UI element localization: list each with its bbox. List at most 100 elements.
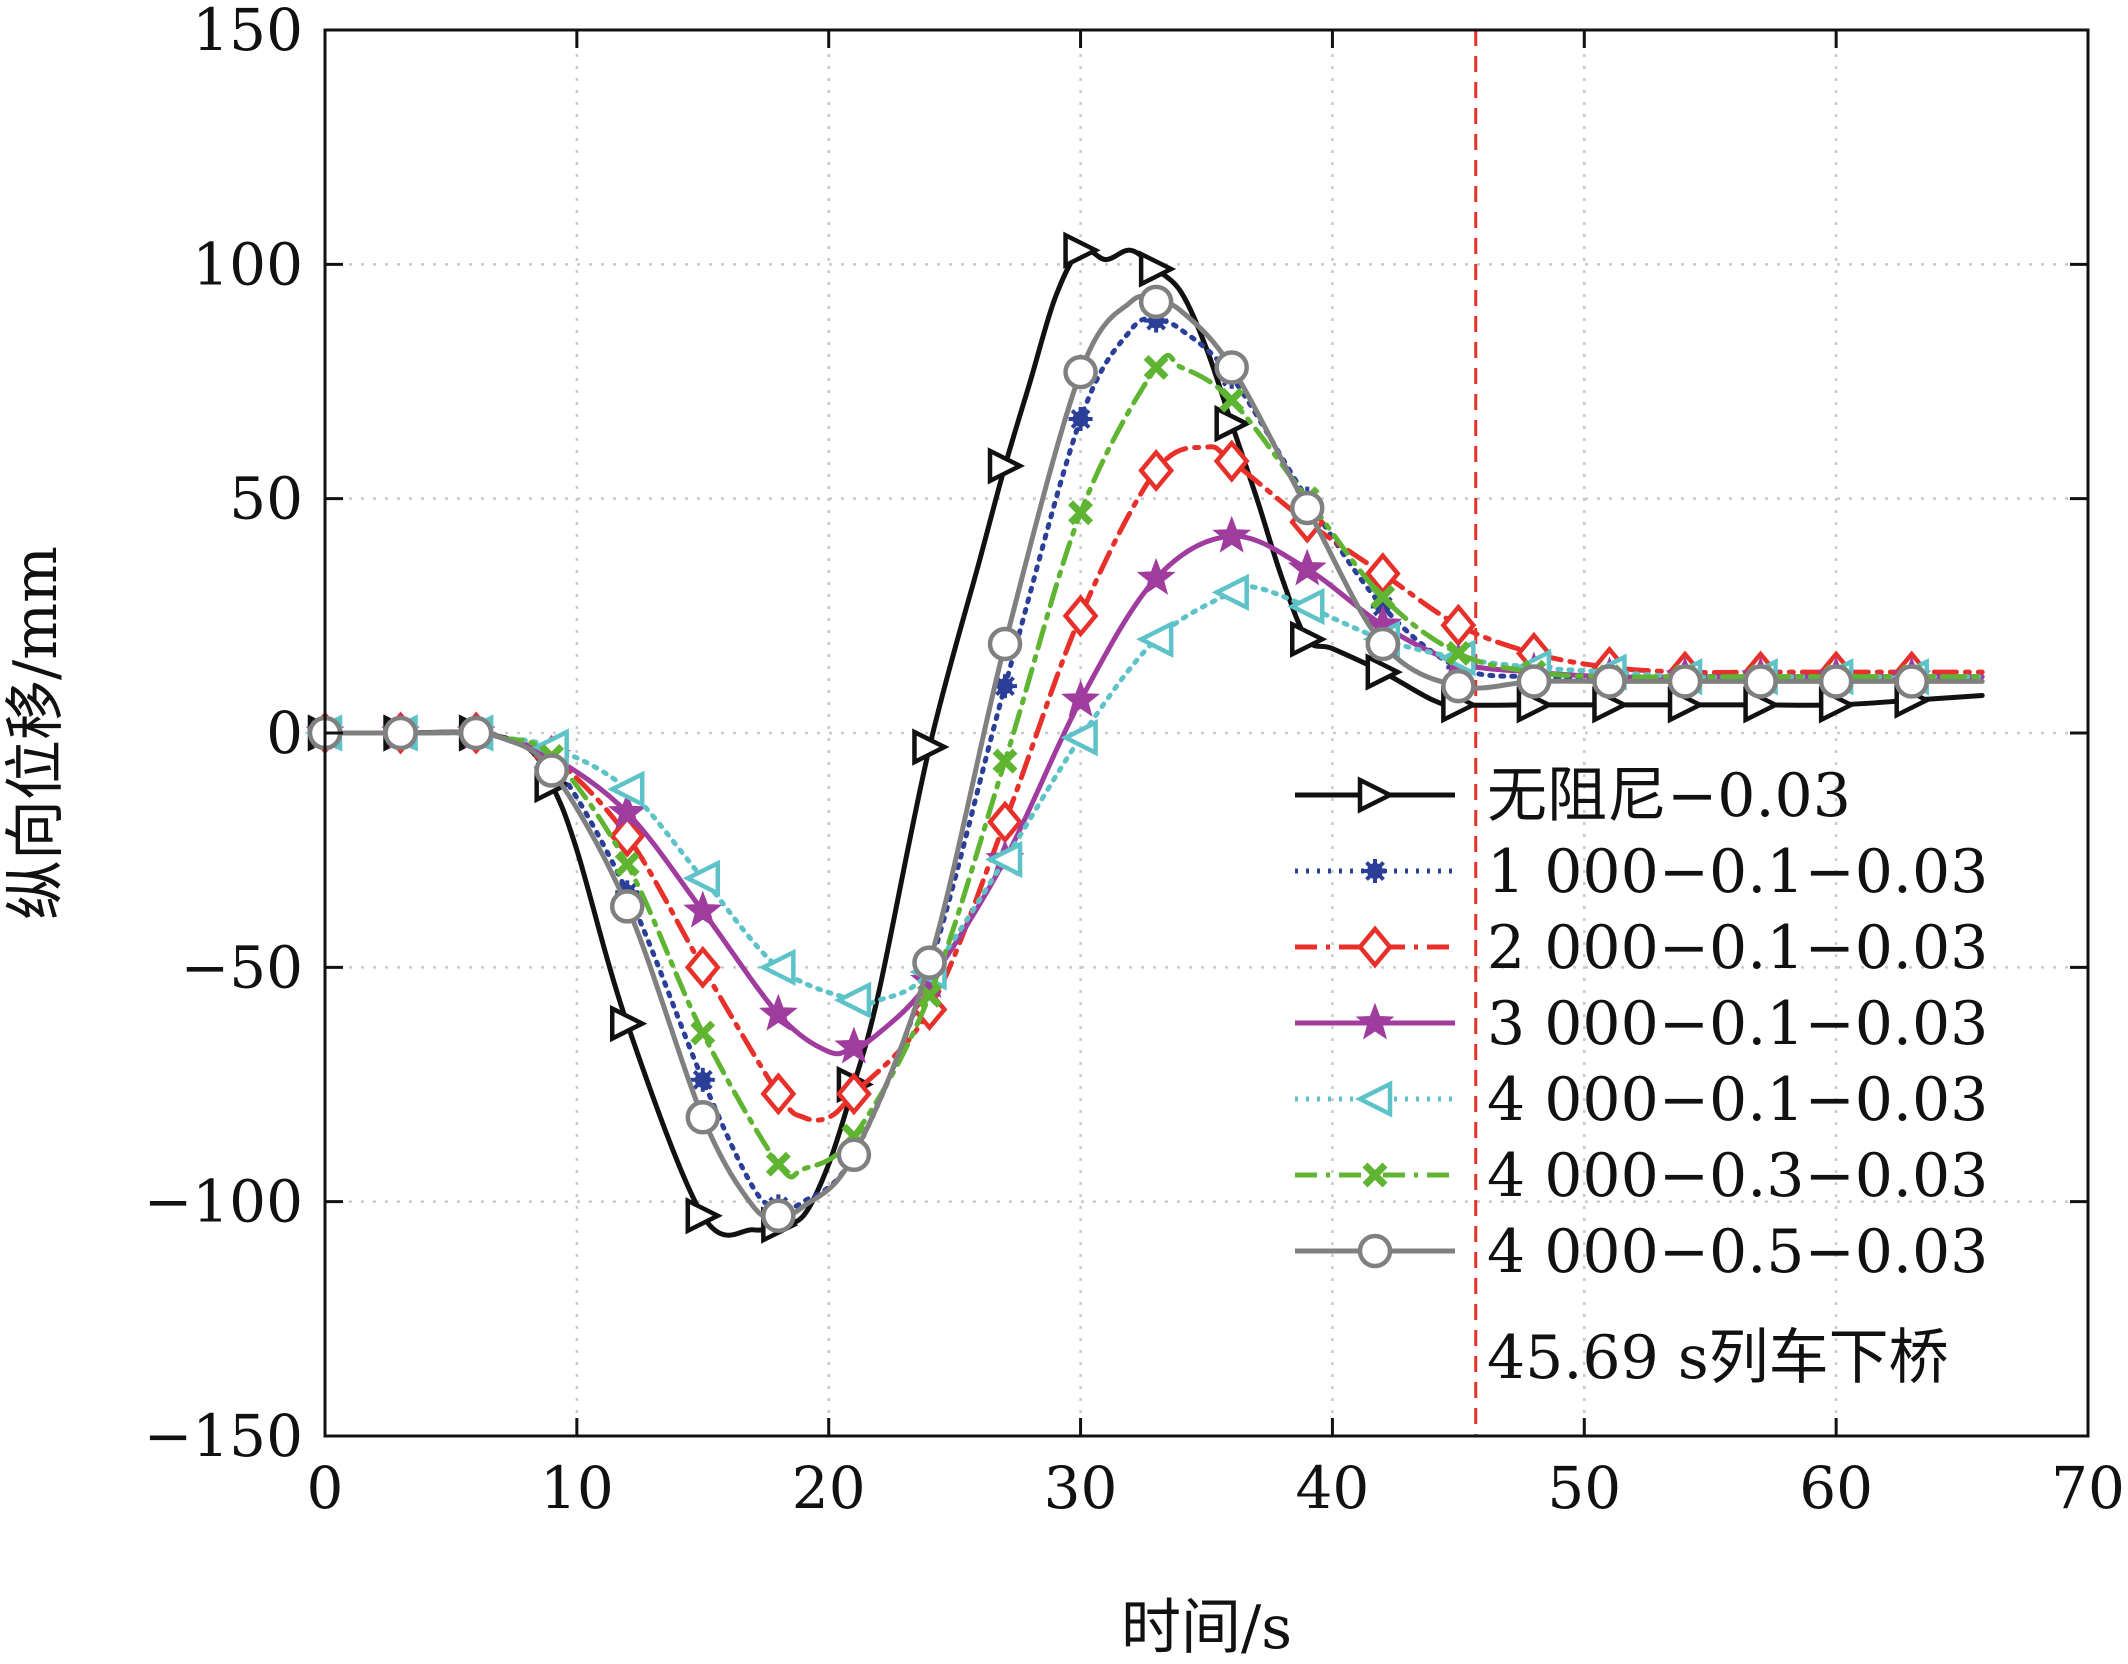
series-marker (690, 1067, 715, 1092)
series-marker (1063, 231, 1101, 269)
series-marker (1138, 250, 1177, 288)
series-marker (690, 1020, 716, 1046)
series-marker (1445, 640, 1471, 666)
series-marker (1365, 626, 1401, 662)
series-marker (383, 715, 418, 751)
series-marker (761, 1198, 796, 1233)
legend-marker (1362, 1162, 1388, 1188)
legend-marker (1355, 1002, 1395, 1040)
series-marker (609, 889, 645, 924)
series-marker (834, 1026, 874, 1064)
legend-item: 4 000−0.1−0.03 (1295, 1065, 1988, 1135)
series-marker (1138, 449, 1175, 493)
legend-label: 3 000−0.1−0.03 (1487, 989, 1988, 1059)
legend-marker (1357, 776, 1396, 814)
x-tick-label: 40 (1296, 1454, 1370, 1522)
series-marker (1743, 664, 1778, 699)
series-marker (1287, 587, 1325, 626)
series-marker (836, 1137, 872, 1173)
legend-label: 2 000−0.1−0.03 (1487, 913, 1988, 983)
legend-item: 无阻尼−0.03 (1295, 761, 1851, 831)
series-marker (607, 792, 647, 830)
series-marker (1894, 664, 1929, 699)
legend-item: 4 000−0.5−0.03 (1295, 1217, 1988, 1287)
legend-label: 4 000−0.1−0.03 (1487, 1065, 1988, 1135)
series-marker (987, 626, 1023, 662)
series-marker (912, 945, 947, 980)
series-marker (758, 948, 796, 986)
series-marker (1214, 350, 1249, 385)
series-marker (835, 1072, 872, 1116)
legend-item: 2 000−0.1−0.03 (1295, 913, 1988, 983)
y-tick-label: 100 (192, 230, 303, 298)
series-marker (1211, 573, 1249, 612)
y-axis-label: 纵向位移/mm (1, 546, 71, 920)
series-marker (1441, 668, 1476, 704)
series-marker (1370, 584, 1396, 610)
x-tick-label: 10 (540, 1454, 614, 1522)
y-tick-label: −100 (144, 1168, 303, 1236)
series-line (322, 583, 1985, 1007)
y-tick-label: −50 (181, 933, 303, 1001)
legend-marker (1357, 925, 1393, 969)
x-tick-label: 20 (792, 1454, 866, 1522)
series-marker (1818, 664, 1854, 699)
legend-label: 1 000−0.1−0.03 (1487, 837, 1988, 907)
axis-ticks: 0 10 20 30 40 50 60 70 −150 −100 −50 0 50 100 150 (144, 0, 2125, 1522)
series-marker (992, 748, 1018, 774)
series-marker (682, 859, 721, 897)
y-tick-label: −150 (144, 1402, 303, 1470)
series-marker (758, 993, 798, 1031)
series-marker (1219, 387, 1245, 413)
legend-label: 无阻尼−0.03 (1487, 761, 1851, 831)
x-tick-label: 60 (1799, 1454, 1873, 1522)
series-marker (1364, 552, 1401, 596)
series-marker (609, 1004, 648, 1043)
legend-marker (1357, 1233, 1393, 1269)
series-marker (1136, 557, 1176, 595)
series-marker (1068, 500, 1094, 526)
series-marker (1214, 405, 1252, 443)
x-tick-label: 50 (1547, 1454, 1621, 1522)
series-marker (1136, 620, 1174, 658)
series-marker (683, 890, 723, 928)
series-marker (1212, 515, 1252, 553)
series-marker (685, 1197, 723, 1235)
series-marker (607, 770, 645, 808)
series-marker (1667, 664, 1703, 699)
series-marker (1516, 664, 1552, 699)
legend-marker (1363, 859, 1387, 883)
series-marker (1061, 679, 1100, 717)
legend-label: 4 000−0.3−0.03 (1487, 1141, 1988, 1211)
legend-item: 1 000−0.1−0.03 (1295, 837, 1988, 907)
series-marker (685, 1100, 721, 1135)
legend: 无阻尼−0.031 000−0.1−0.032 000−0.1−0.033 00… (1295, 761, 1988, 1287)
series-line (322, 444, 1985, 1123)
series-marker (609, 814, 646, 858)
legend-item: 4 000−0.3−0.03 (1295, 1141, 1988, 1211)
series-marker (458, 715, 494, 751)
x-tick-label: 70 (2051, 1454, 2125, 1522)
legend-label: 4 000−0.5−0.03 (1487, 1217, 1988, 1287)
series-marker (765, 1151, 791, 1177)
series-marker (1440, 603, 1477, 647)
series-marker (534, 753, 569, 788)
series-marker (987, 447, 1026, 485)
series-marker (1062, 594, 1099, 638)
series-marker (1060, 719, 1098, 757)
y-tick-label: 150 (192, 0, 303, 64)
series-line (322, 352, 1985, 1180)
series-marker (984, 840, 1023, 879)
series-marker (1143, 354, 1169, 380)
series-marker (1289, 620, 1328, 658)
series-layer (304, 231, 1985, 1244)
series-marker (912, 728, 950, 766)
annotation-train-off-bridge: 45.69 s列车下桥 (1487, 1323, 1949, 1393)
x-tick-label: 0 (307, 1454, 344, 1522)
y-tick-label: 0 (266, 699, 303, 767)
series-marker (614, 851, 640, 877)
series-marker (833, 981, 872, 1019)
legend-item: 3 000−0.1−0.03 (1295, 989, 1988, 1059)
series-marker (1289, 490, 1325, 526)
